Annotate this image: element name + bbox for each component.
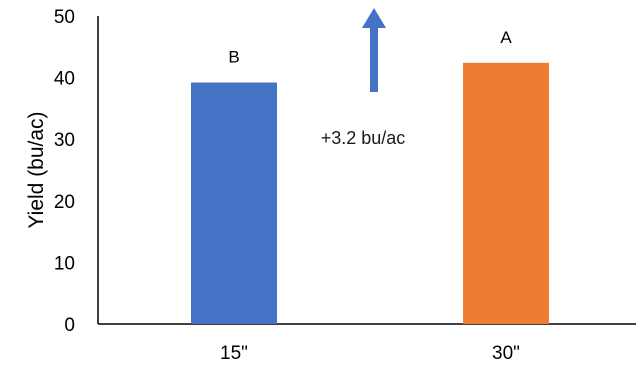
x-category-label: 15" xyxy=(220,343,248,364)
y-tick-label: 40 xyxy=(54,69,75,90)
y-tick-label: 10 xyxy=(54,253,75,274)
bar xyxy=(191,82,277,324)
y-tick-label: 0 xyxy=(64,315,75,336)
bar-significance-letter: B xyxy=(228,48,239,67)
y-axis-title: Yield (bu/ac) xyxy=(25,111,48,228)
difference-label: +3.2 bu/ac xyxy=(321,128,406,148)
bar xyxy=(463,62,549,324)
bars xyxy=(191,62,549,324)
up-arrow-icon xyxy=(362,8,386,92)
y-tick-labels: 0 10 20 30 40 50 xyxy=(54,7,75,336)
bar-significance-letter: A xyxy=(500,28,512,47)
bar-significance-labels: BA xyxy=(228,28,512,67)
axes xyxy=(97,16,636,325)
y-tick-label: 50 xyxy=(54,7,75,28)
y-tick-label: 30 xyxy=(54,130,75,151)
y-tick-label: 20 xyxy=(54,192,75,213)
x-category-label: 30" xyxy=(492,343,520,364)
difference-annotation: +3.2 bu/ac xyxy=(321,8,406,148)
x-category-labels: 15" 30" xyxy=(220,343,520,364)
